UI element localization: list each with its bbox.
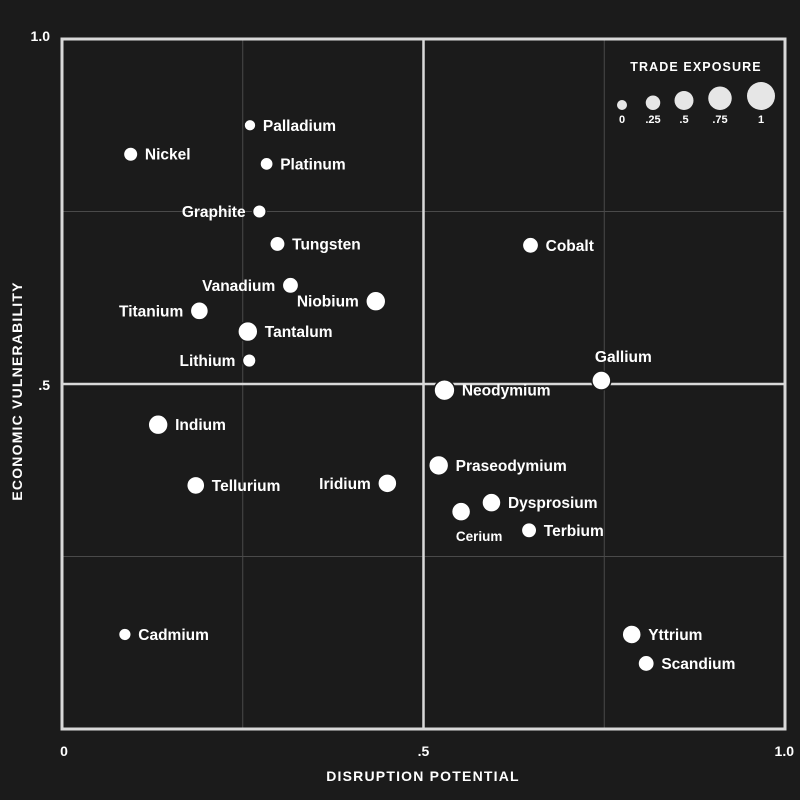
legend-tick-label: 1 xyxy=(758,114,764,126)
data-point-tellurium: Tellurium xyxy=(185,475,281,496)
y-tick-label: .5 xyxy=(38,377,50,393)
data-point-vanadium: Vanadium xyxy=(202,276,300,295)
point-label: Yttrium xyxy=(648,627,702,644)
point-label: Cerium xyxy=(456,529,503,544)
point-label: Terbium xyxy=(544,523,604,540)
y-tick-label: 1.0 xyxy=(31,28,51,44)
plot-area-frame xyxy=(60,37,787,731)
legend-circle xyxy=(747,82,775,110)
data-point-cerium: Cerium xyxy=(450,501,503,544)
point-label: Dysprosium xyxy=(508,495,598,512)
point-marker xyxy=(259,156,274,172)
point-marker xyxy=(269,235,286,253)
legend-title: TRADE EXPOSURE xyxy=(630,60,761,74)
point-label: Vanadium xyxy=(202,278,275,295)
point-label: Graphite xyxy=(182,204,246,221)
point-label: Niobium xyxy=(297,294,359,311)
point-label: Neodymium xyxy=(462,383,551,400)
data-point-titanium: Titanium xyxy=(119,301,210,321)
point-marker xyxy=(117,627,133,642)
data-point-terbium: Terbium xyxy=(520,521,604,540)
point-label: Cadmium xyxy=(138,627,209,644)
data-point-nickel: Nickel xyxy=(122,146,191,164)
data-point-cadmium: Cadmium xyxy=(117,627,209,644)
point-label: Platinum xyxy=(280,156,345,173)
point-marker xyxy=(241,352,257,369)
x-tick-label: .5 xyxy=(418,743,430,759)
point-marker xyxy=(637,654,656,673)
point-marker xyxy=(591,370,612,391)
data-point-praseodymium: Praseodymium xyxy=(427,454,567,477)
point-marker xyxy=(520,521,538,539)
point-label: Nickel xyxy=(145,147,191,164)
legend-circle xyxy=(645,95,661,110)
data-point-gallium: Gallium xyxy=(591,349,652,391)
point-label: Tungsten xyxy=(292,236,361,253)
data-point-niobium: Niobium xyxy=(297,290,387,312)
point-marker xyxy=(281,276,300,295)
legend-tick-label: .5 xyxy=(679,114,688,126)
point-marker xyxy=(450,501,472,522)
point-label: Tellurium xyxy=(212,478,281,495)
point-marker xyxy=(377,473,398,494)
point-marker xyxy=(433,379,456,402)
point-label: Tantalum xyxy=(265,324,333,341)
point-label: Scandium xyxy=(661,656,735,673)
data-point-iridium: Iridium xyxy=(319,473,398,494)
point-marker xyxy=(521,236,540,255)
data-point-tantalum: Tantalum xyxy=(237,320,333,343)
point-label: Lithium xyxy=(179,353,235,370)
point-label: Cobalt xyxy=(546,238,594,255)
point-label: Indium xyxy=(175,417,226,434)
legend-tick-label: 0 xyxy=(619,114,625,126)
data-point-lithium: Lithium xyxy=(179,352,257,370)
data-point-tungsten: Tungsten xyxy=(269,235,361,253)
x-tick-label: 1.0 xyxy=(775,743,795,759)
data-point-dysprosium: Dysprosium xyxy=(481,492,598,513)
point-label: Titanium xyxy=(119,303,183,320)
point-label: Palladium xyxy=(263,118,336,135)
data-point-indium: Indium xyxy=(147,414,226,436)
legend-tick-label: .25 xyxy=(645,114,660,126)
x-tick-label: 0 xyxy=(60,743,68,759)
axis-ticks: 0 .5 1.0 1.0 .5 xyxy=(31,28,795,759)
point-marker xyxy=(189,301,210,321)
point-marker xyxy=(147,414,169,436)
data-point-scandium: Scandium xyxy=(637,654,735,673)
data-point-platinum: Platinum xyxy=(259,156,346,173)
point-marker xyxy=(365,290,387,312)
y-axis-title: ECONOMIC VULNERABILITY xyxy=(9,281,25,500)
size-legend: TRADE EXPOSURE 0 .25 .5 .75 1 xyxy=(617,60,775,126)
point-marker xyxy=(185,475,206,496)
x-axis-title: DISRUPTION POTENTIAL xyxy=(326,768,520,784)
point-label: Gallium xyxy=(595,349,652,366)
point-marker xyxy=(251,203,267,220)
point-marker xyxy=(481,492,502,513)
point-label: Iridium xyxy=(319,476,371,493)
point-marker xyxy=(237,320,259,343)
legend-circle xyxy=(674,91,694,110)
legend-circle xyxy=(617,100,627,110)
legend-tick-label: .75 xyxy=(712,114,727,126)
data-points: Palladium Nickel Platinum Graphite Tungsten C… xyxy=(117,118,735,673)
point-marker xyxy=(243,118,257,132)
data-point-graphite: Graphite xyxy=(182,203,267,221)
data-point-cobalt: Cobalt xyxy=(521,236,594,255)
data-point-palladium: Palladium xyxy=(243,118,336,135)
data-point-yttrium: Yttrium xyxy=(621,624,702,645)
quadrant-lines xyxy=(62,39,785,729)
point-marker xyxy=(122,146,139,163)
point-label: Praseodymium xyxy=(456,458,567,475)
legend-circle xyxy=(708,86,732,110)
point-marker xyxy=(621,624,642,645)
point-marker xyxy=(427,454,450,477)
data-point-neodymium: Neodymium xyxy=(433,379,551,402)
